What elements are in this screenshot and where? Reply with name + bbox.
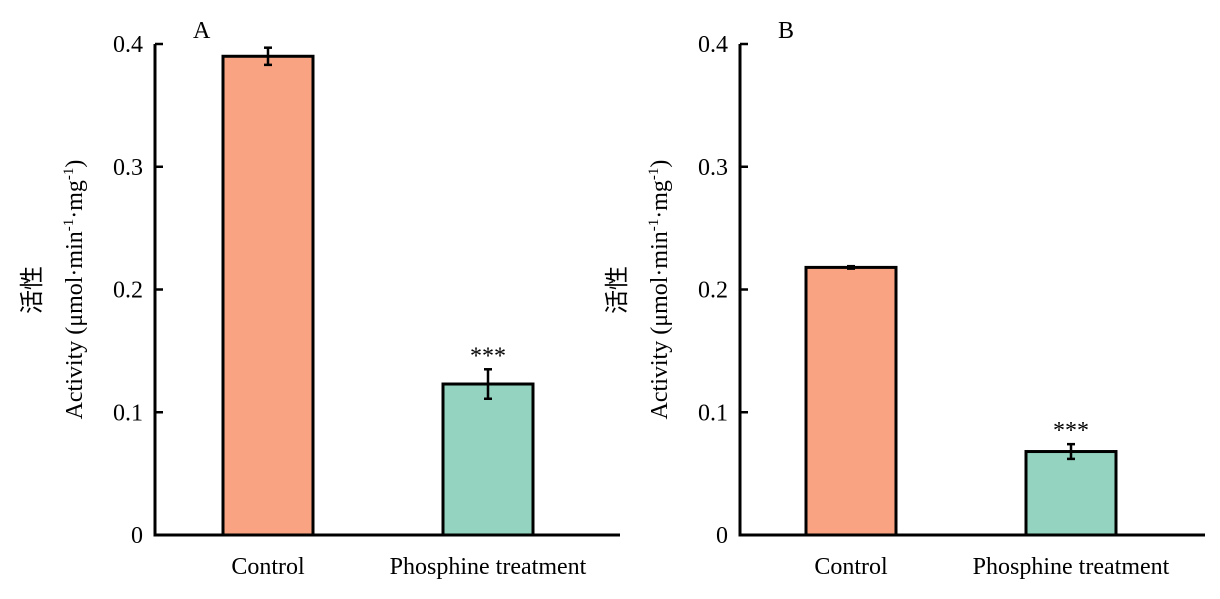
y-tick-label: 0.1 xyxy=(698,400,728,426)
y-tick-label: 0.2 xyxy=(698,278,728,304)
bar-phosphine-treatment xyxy=(1024,450,1118,537)
bar-control xyxy=(804,265,898,537)
error-bar xyxy=(1067,442,1075,461)
y-tick-label: 0.4 xyxy=(698,32,728,58)
panel-label: B xyxy=(778,18,794,44)
error-bar xyxy=(264,46,272,67)
chart-panel-a: Control *** Phosphine treatment 0 0.1 0.2 0.3 0… xyxy=(19,18,620,580)
y-tick-label: 0 xyxy=(716,523,728,549)
y-axis-label-cn: 活性 xyxy=(604,266,631,314)
y-axis-label: Activity (μmol·min-1·mg-1) xyxy=(646,160,673,420)
error-bar xyxy=(847,264,855,270)
error-bar xyxy=(484,368,492,400)
chart-panel-b: Control *** Phosphine treatment 0 0.1 0.2 0.3 0… xyxy=(604,18,1205,580)
y-tick-label: 0.2 xyxy=(113,278,143,304)
significance-label: *** xyxy=(470,343,506,369)
category-label: Phosphine treatment xyxy=(390,554,587,580)
category-label: Control xyxy=(231,554,305,580)
y-tick-label: 0.4 xyxy=(113,32,143,58)
y-tick-label: 0 xyxy=(131,523,143,549)
y-tick-label: 0.3 xyxy=(113,155,143,181)
bar-control xyxy=(221,54,315,537)
category-label: Control xyxy=(814,554,888,580)
significance-label: *** xyxy=(1053,418,1089,444)
y-axis-label: Activity (μmol·min-1·mg-1) xyxy=(61,160,88,420)
y-tick-label: 0.1 xyxy=(113,400,143,426)
category-label: Phosphine treatment xyxy=(973,554,1170,580)
y-axis-label-cn: 活性 xyxy=(19,266,46,314)
panel-label: A xyxy=(193,18,211,44)
y-tick-label: 0.3 xyxy=(698,155,728,181)
bar-phosphine-treatment xyxy=(441,382,535,537)
